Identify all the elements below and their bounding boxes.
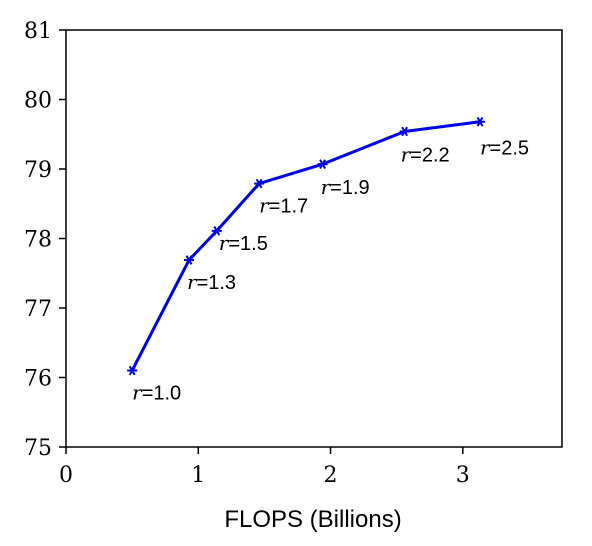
y-tick-label: 76 (24, 367, 52, 392)
data-point (474, 116, 485, 127)
data-point (254, 178, 265, 189)
y-tick-label: 77 (24, 297, 52, 322)
x-tick-label: 2 (324, 463, 338, 488)
series (127, 116, 485, 376)
y-tick-label: 78 (24, 228, 52, 253)
y-tick-label: 80 (24, 89, 52, 114)
data-point (399, 126, 410, 137)
data-point (211, 226, 222, 236)
data-point (184, 255, 195, 265)
y-tick-label: 81 (24, 19, 52, 44)
point-label: r=1.3 (187, 270, 236, 294)
data-point (127, 365, 138, 376)
point-labels: r=1.0 r=1.3 r=1.5 r=1.7 r=1.9 r=2.2 r=2.5 (132, 136, 529, 405)
y-tick-label: 75 (24, 436, 52, 461)
point-label: r=1.7 (259, 194, 308, 218)
y-tick-label: 79 (24, 158, 52, 183)
x-tick-label: 1 (191, 463, 205, 488)
ticks: 0 1 2 3 75 76 77 78 79 80 81 (24, 19, 470, 488)
x-tick-label: 0 (59, 463, 73, 488)
point-label: r=1.9 (321, 175, 370, 199)
data-point (317, 159, 328, 169)
point-label: r=2.2 (401, 142, 450, 166)
point-label: r=2.5 (480, 136, 529, 160)
point-label: r=1.5 (219, 231, 268, 255)
point-label: r=1.0 (132, 381, 181, 405)
x-axis-title: FLOPS (Billions) (224, 506, 401, 533)
x-tick-label: 3 (456, 463, 470, 488)
